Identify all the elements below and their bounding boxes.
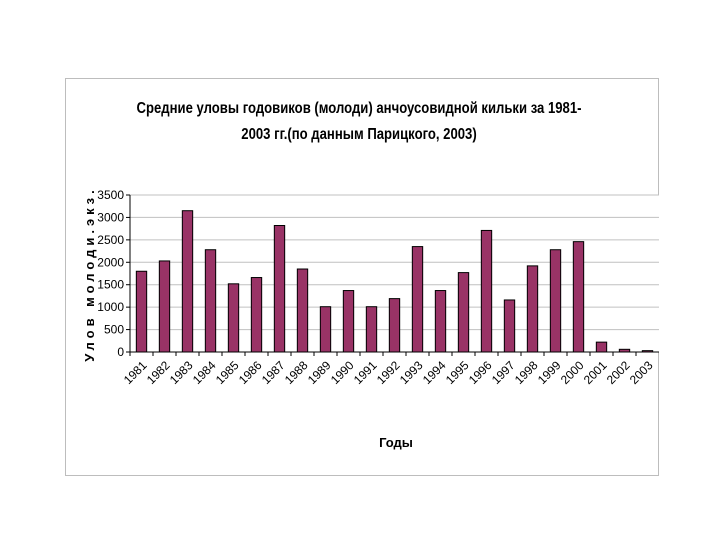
bar-1985 [227, 283, 240, 353]
x-tick-label: 2000 [558, 358, 587, 387]
x-tick-label: 1994 [420, 358, 449, 387]
bar-1984 [204, 249, 217, 353]
chart-title-line-2: 2003 гг.(по данным Парицкого, 2003) [241, 126, 477, 143]
x-tick-label: 1993 [397, 358, 426, 387]
bar-1997 [503, 299, 516, 353]
bar-2000 [572, 241, 585, 353]
x-axis-title: Годы [379, 435, 413, 450]
x-tick-label: 1983 [167, 358, 196, 387]
bar-1994 [434, 290, 447, 353]
x-tick-label: 1990 [328, 358, 357, 387]
x-tick-label: 1988 [282, 358, 311, 387]
bar-1995 [457, 272, 470, 353]
x-tick-label: 2003 [627, 358, 656, 387]
x-tick-label: 1991 [351, 358, 380, 387]
axes [129, 195, 659, 353]
x-tick-label: 1995 [443, 358, 472, 387]
x-tick-label: 1986 [236, 358, 265, 387]
y-tick-label: 2500 [97, 233, 124, 247]
x-tick-label: 2001 [581, 358, 610, 387]
x-tick-label: 1996 [466, 358, 495, 387]
bar-chart: Средние уловы годовиков (молоди) анчоусо… [82, 100, 659, 450]
y-tick-labels: 0 500 1000 1500 2000 2500 3000 3500 [97, 188, 124, 359]
x-tick-labels: 1981198219831984198519861987198819891990… [121, 358, 656, 387]
x-tick-label: 1985 [213, 358, 242, 387]
x-tick-label: 1998 [512, 358, 541, 387]
bar-1992 [388, 298, 401, 353]
bar-1990 [342, 290, 355, 353]
chart-frame: Средние уловы годовиков (молоди) анчоусо… [65, 78, 659, 476]
y-tick-label: 500 [104, 323, 124, 337]
x-tick-label: 1981 [121, 358, 150, 387]
x-tick-label: 1982 [144, 358, 173, 387]
bar-1983 [181, 210, 194, 353]
bar-1996 [480, 229, 493, 353]
bar-2001 [595, 341, 608, 353]
bar-1999 [549, 249, 562, 353]
x-tick-label: 1987 [259, 358, 288, 387]
chart-title: Средние уловы годовиков (молоди) анчоусо… [136, 100, 581, 143]
y-tick-label: 2000 [97, 255, 124, 269]
bar-1998 [526, 265, 539, 353]
y-tick-label: 3500 [97, 188, 124, 202]
bar-1989 [319, 306, 332, 353]
bar-1982 [158, 260, 171, 353]
y-tick-label: 1500 [97, 278, 124, 292]
bar-1991 [365, 306, 378, 353]
x-tick-label: 2002 [604, 358, 633, 387]
bar-1987 [273, 225, 286, 353]
x-tick-label: 1997 [489, 358, 518, 387]
bar-1993 [411, 246, 424, 353]
x-tick-label: 1984 [190, 358, 219, 387]
bar-1986 [250, 277, 263, 353]
bar-1981 [135, 270, 148, 353]
y-tick-label: 3000 [97, 210, 124, 224]
x-tick-label: 1989 [305, 358, 334, 387]
x-tick-label: 1992 [374, 358, 403, 387]
bar-1988 [296, 268, 309, 353]
bars [129, 210, 654, 356]
x-tick-label: 1999 [535, 358, 564, 387]
y-axis-title: Улов молоди.экз. [82, 186, 97, 361]
y-tick-label: 1000 [97, 300, 124, 314]
chart-title-line-1: Средние уловы годовиков (молоди) анчоусо… [136, 100, 581, 117]
y-tick-label: 0 [117, 345, 124, 359]
